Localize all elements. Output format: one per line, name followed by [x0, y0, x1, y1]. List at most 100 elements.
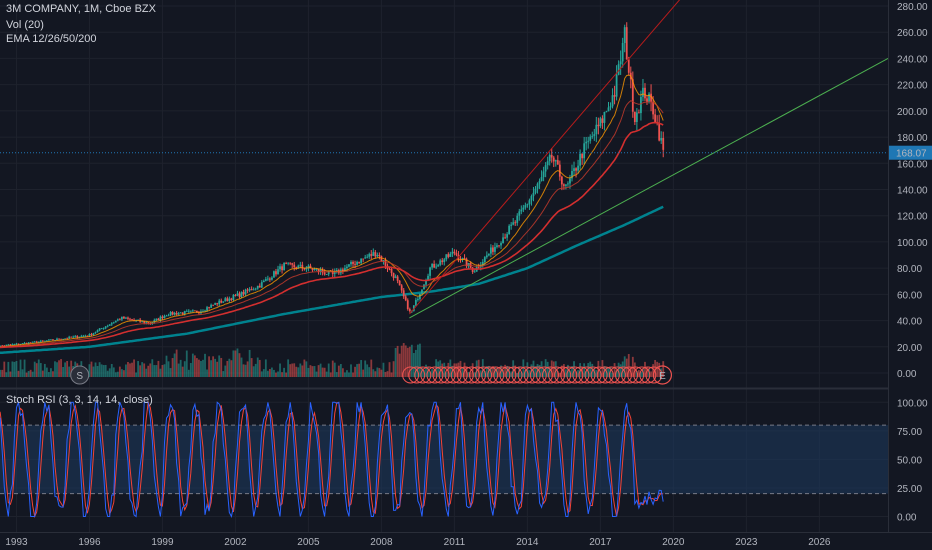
ema-legend[interactable]: EMA 12/26/50/200 — [6, 33, 97, 45]
earnings-marker — [432, 366, 450, 384]
earnings-marker — [535, 366, 553, 384]
volume-bar — [244, 364, 247, 377]
volume-bar — [463, 362, 466, 377]
candle-body — [335, 269, 338, 272]
earnings-marker — [554, 366, 572, 384]
volume-bar — [587, 363, 590, 377]
candle-body — [177, 313, 180, 315]
candle-body — [309, 265, 312, 269]
candle-body — [583, 143, 586, 159]
stoch-rsi-lines — [0, 400, 664, 519]
time-scale[interactable]: 1993 1996 1999 2002 2005 2008 2011 2014 2017 2020… — [5, 537, 831, 548]
earnings-marker — [487, 366, 505, 384]
volume-bar — [7, 361, 10, 377]
volume-legend[interactable]: Vol (20) — [6, 19, 44, 31]
earnings-marker — [572, 366, 590, 384]
candle-body — [599, 118, 602, 127]
earnings-marker — [469, 366, 487, 384]
trend-lines[interactable] — [409, 0, 889, 319]
candle-body — [368, 254, 371, 257]
volume-bar — [337, 365, 340, 377]
stoch-rsi-legend[interactable]: Stoch RSI (3, 3, 14, 14, close) — [6, 394, 153, 406]
volume-bar — [39, 363, 42, 377]
candle-body — [348, 264, 350, 267]
candle-body — [193, 310, 196, 312]
volume-bar — [577, 370, 579, 377]
candle-body — [70, 336, 73, 338]
candle-body — [238, 293, 241, 297]
candle-body — [619, 61, 622, 65]
volume-bar — [25, 372, 28, 377]
volume-bar — [222, 371, 225, 377]
candle-body — [502, 237, 504, 244]
volume-bar — [163, 364, 166, 377]
price-scale[interactable]: 280.00 260.00 240.00 220.00 200.00 180.00 160.… — [897, 2, 928, 380]
volume-bar — [461, 367, 464, 377]
candle-body — [423, 284, 425, 290]
candle-body — [275, 271, 277, 275]
candle-body — [356, 261, 358, 265]
earnings-marker — [560, 366, 578, 384]
candle-body — [202, 311, 204, 312]
candle-body — [33, 341, 36, 343]
volume-bar — [644, 361, 646, 377]
candle-body — [191, 310, 194, 312]
volume-bar — [546, 361, 549, 377]
candle-body — [196, 310, 198, 313]
stoch-scale[interactable]: 100.00 75.00 50.00 25.00 0.00 — [897, 398, 928, 523]
candle-body — [31, 341, 34, 343]
volume-bar — [364, 360, 367, 377]
candle-body — [41, 340, 44, 342]
stoch-tick-label: 0.00 — [897, 513, 917, 524]
candle-body — [635, 112, 638, 122]
volume-bar — [516, 372, 519, 377]
price-tick-label: 60.00 — [897, 290, 922, 301]
volume-bar — [356, 364, 358, 377]
volume-bar — [116, 371, 119, 377]
symbol-legend[interactable]: 3M COMPANY, 1M, Cboe BZX — [6, 3, 156, 15]
volume-bar — [380, 369, 383, 377]
candle-body — [465, 258, 468, 267]
volume-bar — [483, 370, 486, 377]
volume-bar — [289, 364, 292, 377]
volume-bar — [374, 371, 377, 377]
volume-bar — [291, 363, 294, 377]
candle-body — [366, 256, 369, 258]
volume-bar — [313, 366, 316, 377]
candle-body — [303, 268, 306, 270]
candle-body — [216, 303, 219, 305]
volume-bar — [297, 367, 300, 377]
volume-bar — [571, 366, 573, 377]
candle-body — [573, 168, 575, 172]
volume-bar — [323, 367, 326, 377]
candle-body — [512, 222, 515, 225]
volume-bar — [100, 364, 103, 377]
volume-bar — [394, 347, 397, 377]
earnings-marker — [633, 366, 651, 384]
volume-bar — [492, 366, 494, 377]
candle-body — [449, 253, 452, 257]
candle-body — [17, 343, 20, 345]
volume-bar — [216, 361, 219, 377]
candle-body — [224, 298, 227, 302]
volume-bar — [595, 370, 598, 377]
volume-bar — [181, 366, 184, 377]
volume-bar — [348, 372, 350, 377]
price-tick-label: 200.00 — [897, 107, 928, 118]
candle-body — [287, 262, 290, 264]
candle-body — [204, 310, 206, 312]
candle-body — [90, 334, 93, 335]
volume-bar — [569, 370, 571, 377]
volume-bar — [585, 371, 588, 377]
volume-bar — [234, 350, 237, 377]
time-tick-label: 2008 — [370, 537, 393, 548]
volume-bar — [171, 358, 174, 377]
candle-body — [516, 215, 519, 223]
volume-bar — [11, 361, 14, 377]
volume-bar — [70, 360, 73, 377]
candle-body — [352, 261, 354, 264]
volume-bar — [382, 362, 385, 377]
candle-body — [638, 112, 640, 114]
